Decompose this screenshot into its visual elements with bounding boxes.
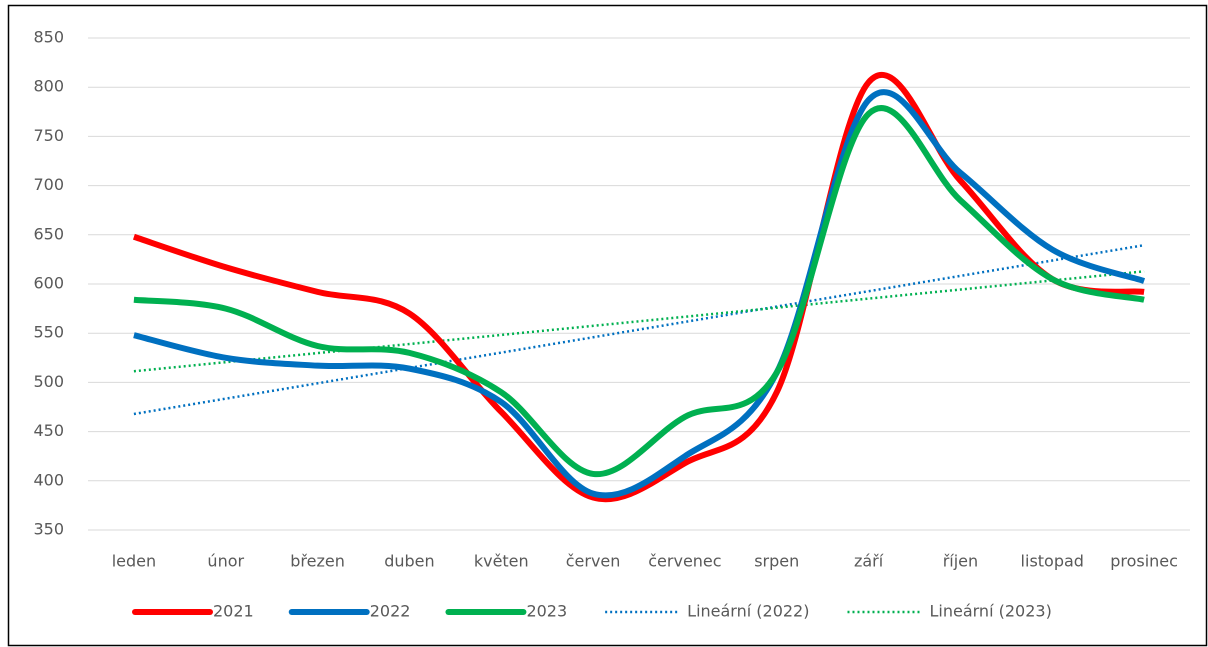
series-line <box>133 105 1145 477</box>
y-tick-label: 750 <box>33 126 64 145</box>
y-tick-label: 800 <box>33 77 64 96</box>
x-tick-label: červen <box>566 552 621 571</box>
x-tick-label: listopad <box>1021 552 1084 571</box>
legend-label: 2021 <box>213 602 254 621</box>
x-tick-label: květen <box>474 552 529 571</box>
x-tick-label: leden <box>112 552 156 571</box>
x-tick-label: srpen <box>754 552 799 571</box>
legend-label: Lineární (2022) <box>687 602 809 621</box>
y-tick-label: 350 <box>33 520 64 539</box>
x-tick-label: červenec <box>648 552 721 571</box>
legend-label: 2023 <box>526 602 567 621</box>
legend-label: Lineární (2023) <box>929 602 1051 621</box>
y-tick-label: 500 <box>33 372 64 391</box>
x-tick-label: prosinec <box>1110 552 1178 571</box>
y-tick-label: 400 <box>33 470 64 489</box>
legend-label: 2022 <box>370 602 411 621</box>
y-tick-label: 700 <box>33 175 64 194</box>
x-tick-label: únor <box>207 552 244 571</box>
y-tick-label: 850 <box>33 28 64 47</box>
series-line <box>132 71 1145 503</box>
trendline <box>133 243 1145 416</box>
y-tick-label: 450 <box>33 421 64 440</box>
y-tick-label: 650 <box>33 224 64 243</box>
x-tick-label: březen <box>290 552 345 571</box>
y-tick-label: 600 <box>33 274 64 293</box>
x-tick-label: září <box>854 552 884 571</box>
series-line <box>133 89 1146 499</box>
y-tick-label: 550 <box>33 323 64 342</box>
trendline <box>133 270 1145 373</box>
x-tick-label: duben <box>384 552 434 571</box>
x-tick-label: říjen <box>943 552 978 571</box>
